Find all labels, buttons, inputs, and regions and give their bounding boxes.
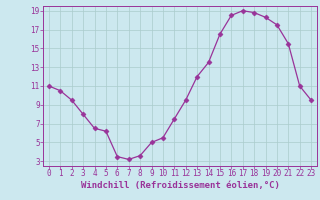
X-axis label: Windchill (Refroidissement éolien,°C): Windchill (Refroidissement éolien,°C): [81, 181, 279, 190]
